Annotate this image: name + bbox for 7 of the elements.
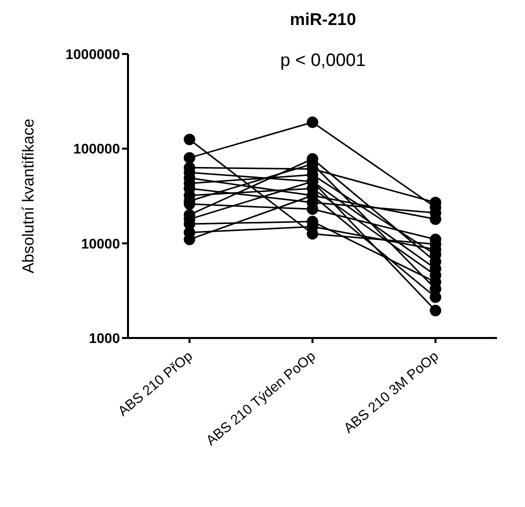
chart-title: miR-210 <box>288 10 358 30</box>
y-tick-label: 1000 <box>88 330 120 346</box>
y-tick-label: 1000000 <box>65 46 120 62</box>
annotation: p < 0,0001 <box>279 50 367 71</box>
y-tick-label: 10000 <box>81 235 120 252</box>
y-axis-title: Absolutní kvantifikace <box>20 118 38 274</box>
y-tick-label: 100000 <box>73 140 120 157</box>
